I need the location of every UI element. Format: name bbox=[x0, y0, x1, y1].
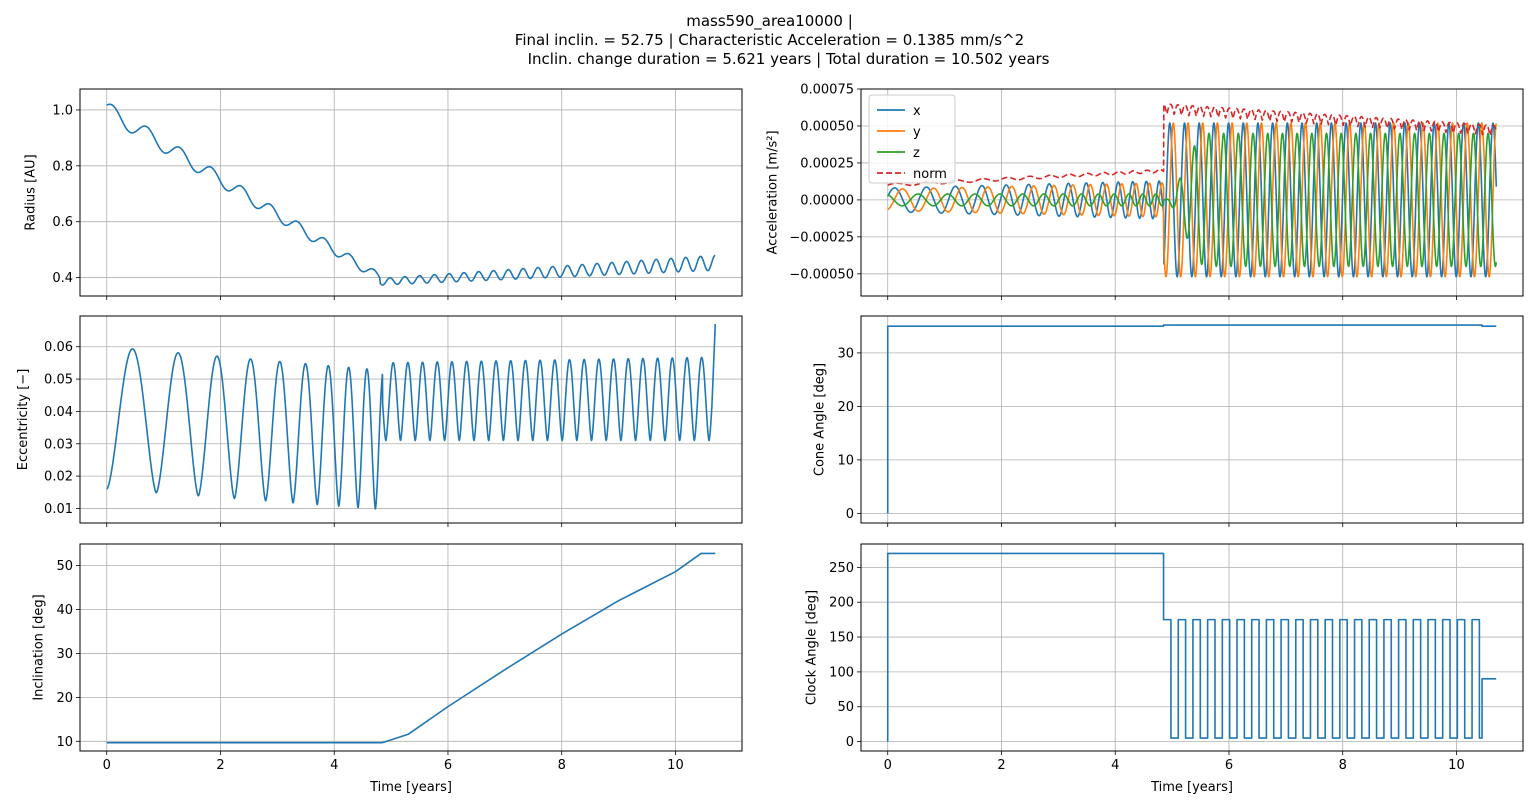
clock-frame bbox=[860, 543, 1524, 752]
cone-series-cone bbox=[886, 324, 1497, 514]
chart-eccentricity: 0.01 0.02 0.03 0.04 0.05 0.06 Eccentricity [−] bbox=[16, 315, 743, 527]
inclination-ytick-label-3: 40 bbox=[56, 603, 73, 618]
acceleration-legend-label-x: x bbox=[913, 104, 921, 119]
clock-xtick-label-1: 2 bbox=[997, 758, 1005, 773]
acceleration-ylabel: Acceleration [m/s²] bbox=[766, 130, 781, 254]
clock-ytick-label-1: 50 bbox=[837, 700, 854, 715]
inclination-xtick-label-1: 2 bbox=[216, 758, 224, 773]
chart-radius: 0.4 0.6 0.8 1.0 Radius [AU] bbox=[24, 88, 743, 300]
clock-xtick-label-5: 10 bbox=[1448, 758, 1465, 773]
acceleration-ytick-label-1: −0.00025 bbox=[789, 230, 854, 245]
acceleration-series-z bbox=[887, 132, 1498, 268]
acceleration-series-norm bbox=[887, 103, 1498, 187]
clock-xtick-label-0: 0 bbox=[884, 758, 892, 773]
inclination-xtick-label-0: 0 bbox=[103, 758, 111, 773]
radius-frame bbox=[79, 88, 743, 297]
title-line-2: Final inclin. = 52.75 | Characteristic A… bbox=[514, 31, 1025, 49]
acceleration-legend-label-y: y bbox=[913, 125, 921, 140]
clock-xtick-label-2: 4 bbox=[1111, 758, 1119, 773]
clock-ytick-label-5: 250 bbox=[829, 561, 854, 576]
clock-ytick-label-2: 100 bbox=[829, 665, 854, 680]
acceleration-ytick-label-0: −0.00050 bbox=[789, 267, 854, 282]
eccentricity-series-eccentricity bbox=[106, 324, 717, 510]
radius-ytick-label-2: 0.8 bbox=[52, 159, 73, 174]
acceleration-ytick-label-3: 0.00025 bbox=[800, 156, 854, 171]
acceleration-ytick-label-5: 0.00075 bbox=[800, 83, 854, 98]
chart-acceleration: −0.00050 −0.00025 0.00000 0.00025 0.00050 0.0… bbox=[766, 83, 1524, 300]
cone-ytick-label-3: 30 bbox=[837, 346, 854, 361]
radius-series-radius bbox=[106, 103, 716, 286]
inclination-xtick-label-3: 6 bbox=[444, 758, 452, 773]
eccentricity-ytick-label-2: 0.03 bbox=[44, 437, 73, 452]
radius-ytick-label-1: 0.6 bbox=[52, 215, 73, 230]
acceleration-legend-label-z: z bbox=[913, 146, 920, 161]
eccentricity-ytick-label-0: 0.01 bbox=[44, 502, 73, 517]
cone-ylabel: Cone Angle [deg] bbox=[812, 363, 827, 476]
inclination-xtick-label-2: 4 bbox=[330, 758, 338, 773]
inclination-xtick-label-5: 10 bbox=[667, 758, 684, 773]
title-line-3: Inclin. change duration = 5.621 years | … bbox=[489, 50, 1050, 68]
inclination-ytick-label-2: 30 bbox=[56, 647, 73, 662]
clock-xlabel: Time [years] bbox=[1150, 780, 1233, 795]
inclination-ylabel: Inclination [deg] bbox=[31, 594, 46, 700]
inclination-ytick-label-4: 50 bbox=[56, 559, 73, 574]
inclination-ytick-label-1: 20 bbox=[56, 691, 73, 706]
cone-ytick-label-1: 10 bbox=[837, 453, 854, 468]
acceleration-legend-label-norm: norm bbox=[913, 167, 947, 182]
chart-cone: 0 10 20 30 Cone Angle [deg] bbox=[812, 315, 1524, 527]
radius-ylabel: Radius [AU] bbox=[24, 154, 39, 230]
acceleration-legend: xyz norm bbox=[868, 94, 956, 184]
clock-xtick-label-3: 6 bbox=[1225, 758, 1233, 773]
cone-ytick-label-2: 20 bbox=[837, 400, 854, 415]
acceleration-frame bbox=[860, 88, 1524, 297]
inclination-series-inclination bbox=[106, 552, 716, 744]
clock-ylabel: Clock Angle [deg] bbox=[805, 590, 820, 705]
clock-ytick-label-3: 150 bbox=[829, 631, 854, 646]
clock-ytick-label-4: 200 bbox=[829, 596, 854, 611]
inclination-xlabel: Time [years] bbox=[369, 780, 452, 795]
clock-ytick-label-0: 0 bbox=[846, 735, 854, 750]
cone-frame bbox=[860, 315, 1524, 524]
cone-ytick-label-0: 0 bbox=[846, 507, 854, 522]
acceleration-ytick-label-4: 0.00050 bbox=[800, 119, 854, 134]
eccentricity-frame bbox=[79, 315, 743, 524]
eccentricity-ytick-label-5: 0.06 bbox=[44, 340, 73, 355]
clock-series-clock bbox=[886, 552, 1497, 742]
clock-xtick-label-4: 8 bbox=[1339, 758, 1347, 773]
chart-inclination: 0 2 4 6 8 10 10 20 30 40 50 Inclination [deg] Time [… bbox=[31, 543, 743, 795]
inclination-xtick-label-4: 8 bbox=[558, 758, 566, 773]
eccentricity-ytick-label-4: 0.05 bbox=[44, 373, 73, 388]
radius-ytick-label-3: 1.0 bbox=[52, 103, 73, 118]
acceleration-ytick-label-2: 0.00000 bbox=[800, 193, 854, 208]
inclination-ytick-label-0: 10 bbox=[56, 735, 73, 750]
acceleration-legend-box bbox=[868, 94, 956, 184]
inclination-frame bbox=[79, 543, 743, 752]
eccentricity-ytick-label-3: 0.04 bbox=[44, 405, 73, 420]
eccentricity-ytick-label-1: 0.02 bbox=[44, 470, 73, 485]
radius-ytick-label-0: 0.4 bbox=[52, 271, 73, 286]
title-line-1: mass590_area10000 | bbox=[686, 12, 853, 30]
acceleration-series-y bbox=[887, 122, 1498, 278]
figure-title: mass590_area10000 | Final inclin. = 52.7… bbox=[0, 12, 1539, 69]
eccentricity-ylabel: Eccentricity [−] bbox=[16, 369, 31, 471]
